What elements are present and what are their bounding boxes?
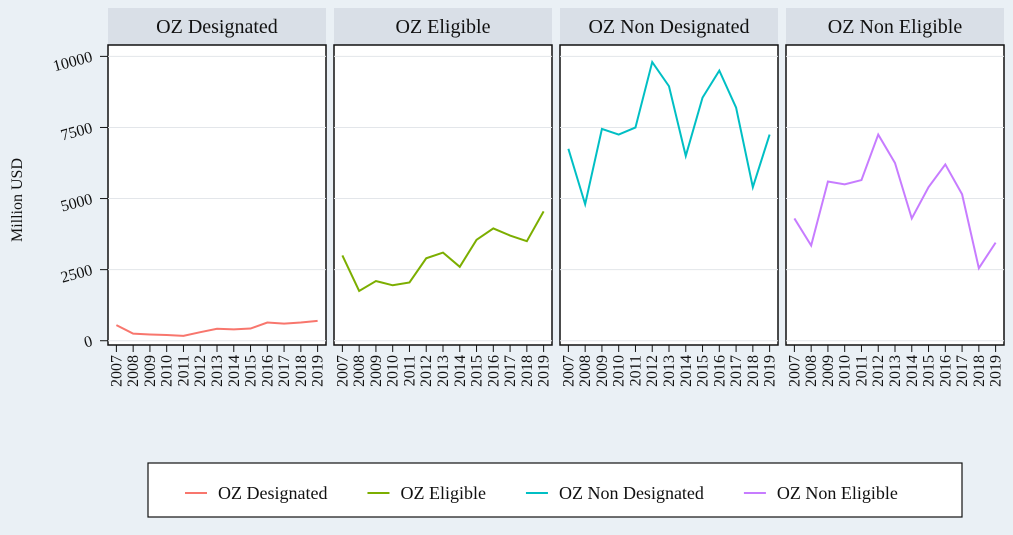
y-tick-label: 2500 [59,262,94,287]
x-tick-label: 2019 [762,355,779,387]
y-tick-label: 0 [82,333,94,351]
x-tick-label: 2007 [108,355,125,387]
x-tick-label: 2012 [192,355,209,387]
x-tick-label: 2009 [594,355,611,387]
x-tick-label: 2007 [334,355,351,387]
legend-label: OZ Non Eligible [777,483,898,503]
x-tick-label: 2016 [937,355,954,387]
x-tick-label: 2008 [803,355,820,387]
facet-title: OZ Designated [156,16,278,38]
x-tick-label: 2018 [293,355,310,387]
x-tick-label: 2015 [695,355,712,387]
x-tick-label: 2019 [988,355,1005,387]
x-tick-label: 2012 [644,355,661,387]
x-tick-label: 2011 [627,355,644,386]
x-tick-label: 2007 [560,355,577,387]
x-tick-label: 2014 [678,355,695,387]
x-tick-label: 2015 [921,355,938,387]
series-line [567,59,771,209]
panel [785,44,1005,346]
x-tick-label: 2010 [837,355,854,387]
y-tick-label: 10000 [51,49,94,76]
strip [334,8,552,45]
x-tick-label: 2019 [536,355,553,387]
x-tick-label: 2009 [820,355,837,387]
facet-title: OZ Non Designated [588,16,749,38]
x-tick-label: 2013 [887,355,904,387]
series-line [793,132,997,271]
x-tick-label: 2017 [728,355,745,387]
x-tick-label: 2008 [577,355,594,387]
x-tick-label: 2013 [209,355,226,387]
x-tick-label: 2012 [870,355,887,387]
x-tick-label: 2018 [745,355,762,387]
x-tick-label: 2012 [418,355,435,387]
x-tick-label: 2008 [125,355,142,387]
series-line [341,210,545,293]
x-tick-label: 2015 [469,355,486,387]
legend [147,462,963,518]
x-tick-label: 2010 [159,355,176,387]
x-tick-label: 2007 [786,355,803,387]
y-axis-label: Million USD [9,158,26,242]
x-tick-label: 2010 [385,355,402,387]
legend-label: OZ Non Designated [559,483,704,503]
panel [333,44,553,346]
x-tick-label: 2017 [954,355,971,387]
x-tick-label: 2019 [310,355,327,387]
legend-label: OZ Designated [218,483,327,503]
strip [786,8,1004,45]
series-line [115,319,318,337]
panel [559,44,779,346]
y-tick-label: 7500 [59,120,94,145]
x-tick-label: 2014 [226,355,243,387]
panel [107,44,327,346]
x-tick-label: 2018 [519,355,536,387]
x-tick-label: 2011 [175,355,192,386]
facet-title: OZ Eligible [396,16,491,38]
y-tick-label: 5000 [59,191,94,216]
facet-title: OZ Non Eligible [828,16,963,38]
x-tick-label: 2014 [452,355,469,387]
x-tick-label: 2016 [259,355,276,387]
x-tick-label: 2016 [485,355,502,387]
x-tick-label: 2016 [711,355,728,387]
x-tick-label: 2015 [243,355,260,387]
x-tick-label: 2008 [351,355,368,387]
x-tick-label: 2011 [853,355,870,386]
legend-label: OZ Eligible [400,483,485,503]
x-tick-label: 2009 [368,355,385,387]
x-tick-label: 2009 [142,355,159,387]
strip [560,8,778,45]
x-tick-label: 2013 [435,355,452,387]
x-tick-label: 2017 [276,355,293,387]
x-tick-label: 2013 [661,355,678,387]
x-tick-label: 2010 [611,355,628,387]
x-tick-label: 2017 [502,355,519,387]
x-tick-label: 2018 [971,355,988,387]
strip [108,8,326,45]
x-tick-label: 2011 [401,355,418,386]
x-tick-label: 2014 [904,355,921,387]
